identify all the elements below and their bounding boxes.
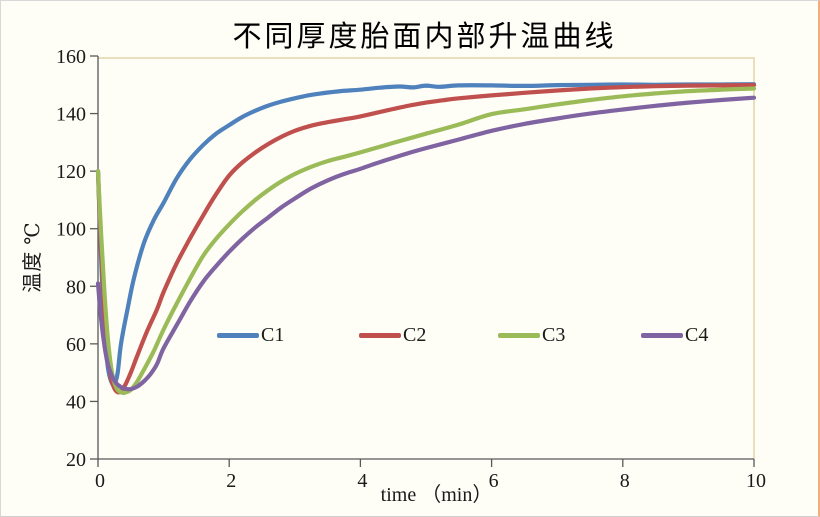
y-tick-label: 60 — [66, 334, 86, 356]
y-tick-label: 120 — [56, 161, 86, 183]
legend-label-c4: C4 — [685, 324, 709, 346]
y-tick-label: 140 — [56, 104, 86, 126]
x-axis-label: time （min） — [380, 484, 493, 506]
legend-swatch-c2 — [359, 332, 401, 338]
x-tick-label: 0 — [95, 470, 105, 492]
legend-item-c1: C1 — [217, 325, 284, 345]
series-c2-line — [95, 83, 757, 395]
y-axis-label: 温度 ℃ — [22, 221, 44, 293]
y-tick-label: 80 — [66, 276, 86, 298]
y-tick-label: 160 — [56, 46, 86, 68]
legend-label-c3: C3 — [542, 324, 566, 346]
legend-swatch-c3 — [498, 332, 540, 338]
series-c4-line — [95, 95, 757, 392]
legend-item-c4: C4 — [641, 325, 708, 345]
series-c1-line — [95, 82, 757, 387]
legend-swatch-c1 — [217, 332, 259, 338]
x-tick-label: 4 — [357, 470, 367, 492]
y-tick-label: 100 — [56, 219, 86, 241]
axis-lines — [97, 56, 754, 460]
legend-label-c2: C2 — [403, 324, 427, 346]
legend-item-c3: C3 — [498, 325, 565, 345]
x-tick-label: 10 — [746, 470, 766, 492]
legend-label-c1: C1 — [261, 324, 285, 346]
chart-title: 不同厚度胎面内部升温曲线 — [232, 21, 617, 53]
plot-border — [98, 57, 755, 459]
x-tick-label: 8 — [620, 470, 630, 492]
x-tick-label: 2 — [226, 470, 236, 492]
series-c3-line — [95, 86, 757, 396]
y-tick-label: 20 — [66, 449, 86, 471]
legend-item-c2: C2 — [359, 325, 426, 345]
y-tick-label: 40 — [66, 391, 86, 413]
legend-swatch-c4 — [641, 332, 683, 338]
x-tick-label: 6 — [489, 470, 499, 492]
